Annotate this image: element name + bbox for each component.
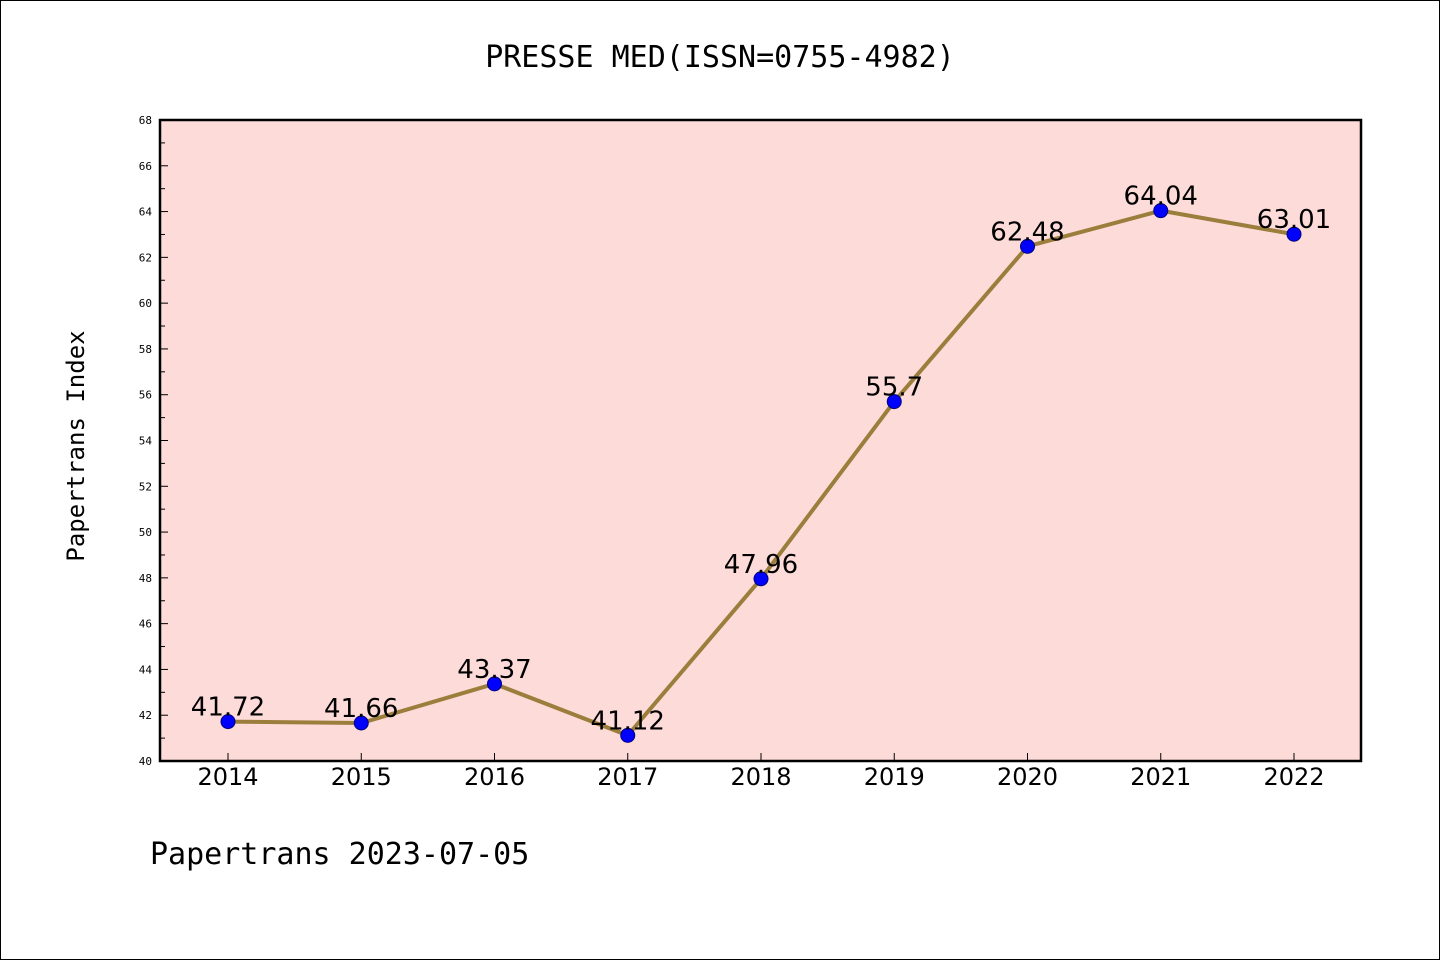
- x-tick-label: 2016: [464, 763, 525, 791]
- x-tick-label: 2015: [331, 763, 392, 791]
- data-label: 55.7: [865, 373, 923, 403]
- data-label: 64.04: [1124, 182, 1198, 212]
- x-tick-label: 2022: [1263, 763, 1324, 791]
- y-axis: 40 42 44 46 48 50 52 54 56 58 60 62 64 66 68: [139, 114, 168, 768]
- y-tick-label: 56: [139, 389, 152, 402]
- series-layer: 41.72 41.66 43.37 41.12 47.96 55.7 62.48 64.04 6…: [191, 182, 1331, 743]
- data-point[interactable]: [220, 714, 236, 730]
- data-point[interactable]: [1286, 226, 1302, 242]
- x-axis: 2014 2015 2016 2017 2018 2019 2020 2021 2022: [197, 753, 1325, 791]
- y-tick-label: 60: [139, 297, 152, 310]
- chart-title: PRESSE MED(ISSN=0755-4982): [485, 40, 955, 75]
- data-point[interactable]: [1153, 203, 1169, 219]
- y-axis-label: Papertrans Index: [62, 330, 90, 561]
- y-tick-label: 62: [139, 251, 152, 264]
- plot-border: [158, 118, 1363, 763]
- data-label: 47.96: [724, 550, 798, 580]
- y-tick-label: 64: [139, 206, 153, 219]
- data-point[interactable]: [753, 571, 769, 587]
- x-tick-label: 2014: [197, 763, 258, 791]
- y-tick-label: 52: [139, 480, 152, 493]
- x-tick-label: 2021: [1130, 763, 1191, 791]
- data-point[interactable]: [353, 715, 369, 731]
- data-point[interactable]: [620, 727, 636, 743]
- data-label: 41.66: [324, 694, 398, 724]
- y-tick-label: 46: [139, 618, 152, 631]
- y-tick-label: 54: [139, 435, 153, 448]
- data-label: 63.01: [1257, 205, 1331, 235]
- y-tick-label: 40: [139, 755, 152, 768]
- x-tick-label: 2018: [730, 763, 791, 791]
- data-point[interactable]: [1020, 238, 1035, 254]
- data-point[interactable]: [487, 676, 502, 692]
- data-label: 62.48: [990, 217, 1064, 247]
- y-tick-label: 68: [139, 114, 152, 127]
- x-tick-label: 2017: [597, 763, 658, 791]
- y-tick-label: 58: [139, 343, 152, 356]
- y-tick-label: 42: [139, 709, 152, 722]
- y-tick-label: 50: [139, 526, 152, 539]
- data-label: 41.12: [591, 706, 665, 736]
- y-tick-label: 44: [139, 663, 153, 676]
- data-point[interactable]: [886, 394, 902, 410]
- data-label: 43.37: [457, 655, 531, 685]
- x-tick-label: 2019: [864, 763, 925, 791]
- x-tick-label: 2020: [997, 763, 1058, 791]
- footer-credit: Papertrans 2023-07-05: [150, 837, 529, 872]
- y-tick-label: 66: [139, 160, 152, 173]
- plot-area: [160, 120, 1361, 761]
- y-tick-label: 48: [139, 572, 152, 585]
- data-label: 41.72: [191, 693, 265, 723]
